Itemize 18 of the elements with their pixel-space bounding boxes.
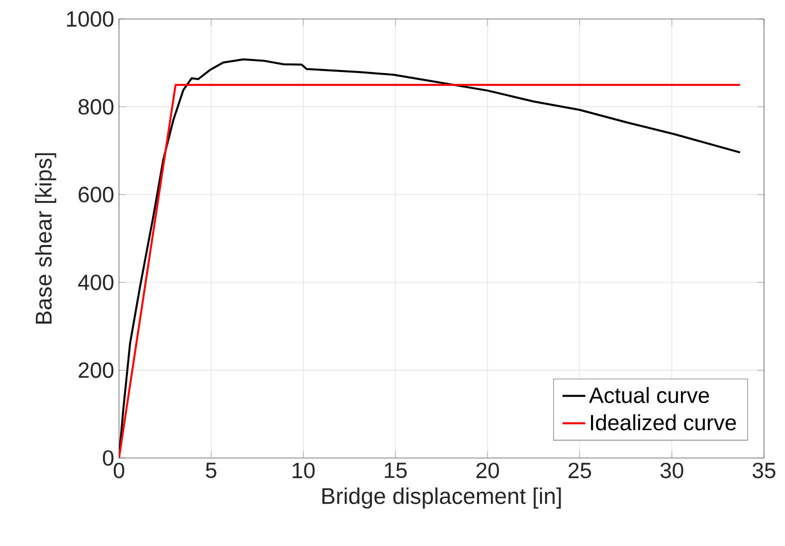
legend-label: Actual curve (589, 386, 710, 404)
x-tick-label: 10 (292, 462, 315, 478)
x-tick-label: 25 (568, 462, 592, 478)
x-tick-label: 5 (206, 462, 216, 478)
legend-label: Idealized curve (591, 414, 736, 430)
y-tick-label: 1000 (67, 11, 114, 27)
x-tick-label: 0 (114, 462, 124, 478)
y-tick-label: 0 (102, 450, 114, 466)
y-axis-title: Base shear [kips] (35, 153, 56, 324)
y-tick-label: 600 (78, 186, 114, 202)
y-tick-label: 800 (78, 99, 114, 115)
y-tick-label: 200 (78, 362, 114, 378)
x-tick-label: 20 (476, 462, 499, 478)
x-axis-title: Bridge displacement [in] (322, 487, 561, 509)
x-tick-label: 30 (660, 462, 684, 478)
x-tick-label: 35 (752, 462, 776, 478)
x-tick-label: 15 (384, 462, 407, 478)
y-tick-label: 400 (78, 274, 114, 290)
